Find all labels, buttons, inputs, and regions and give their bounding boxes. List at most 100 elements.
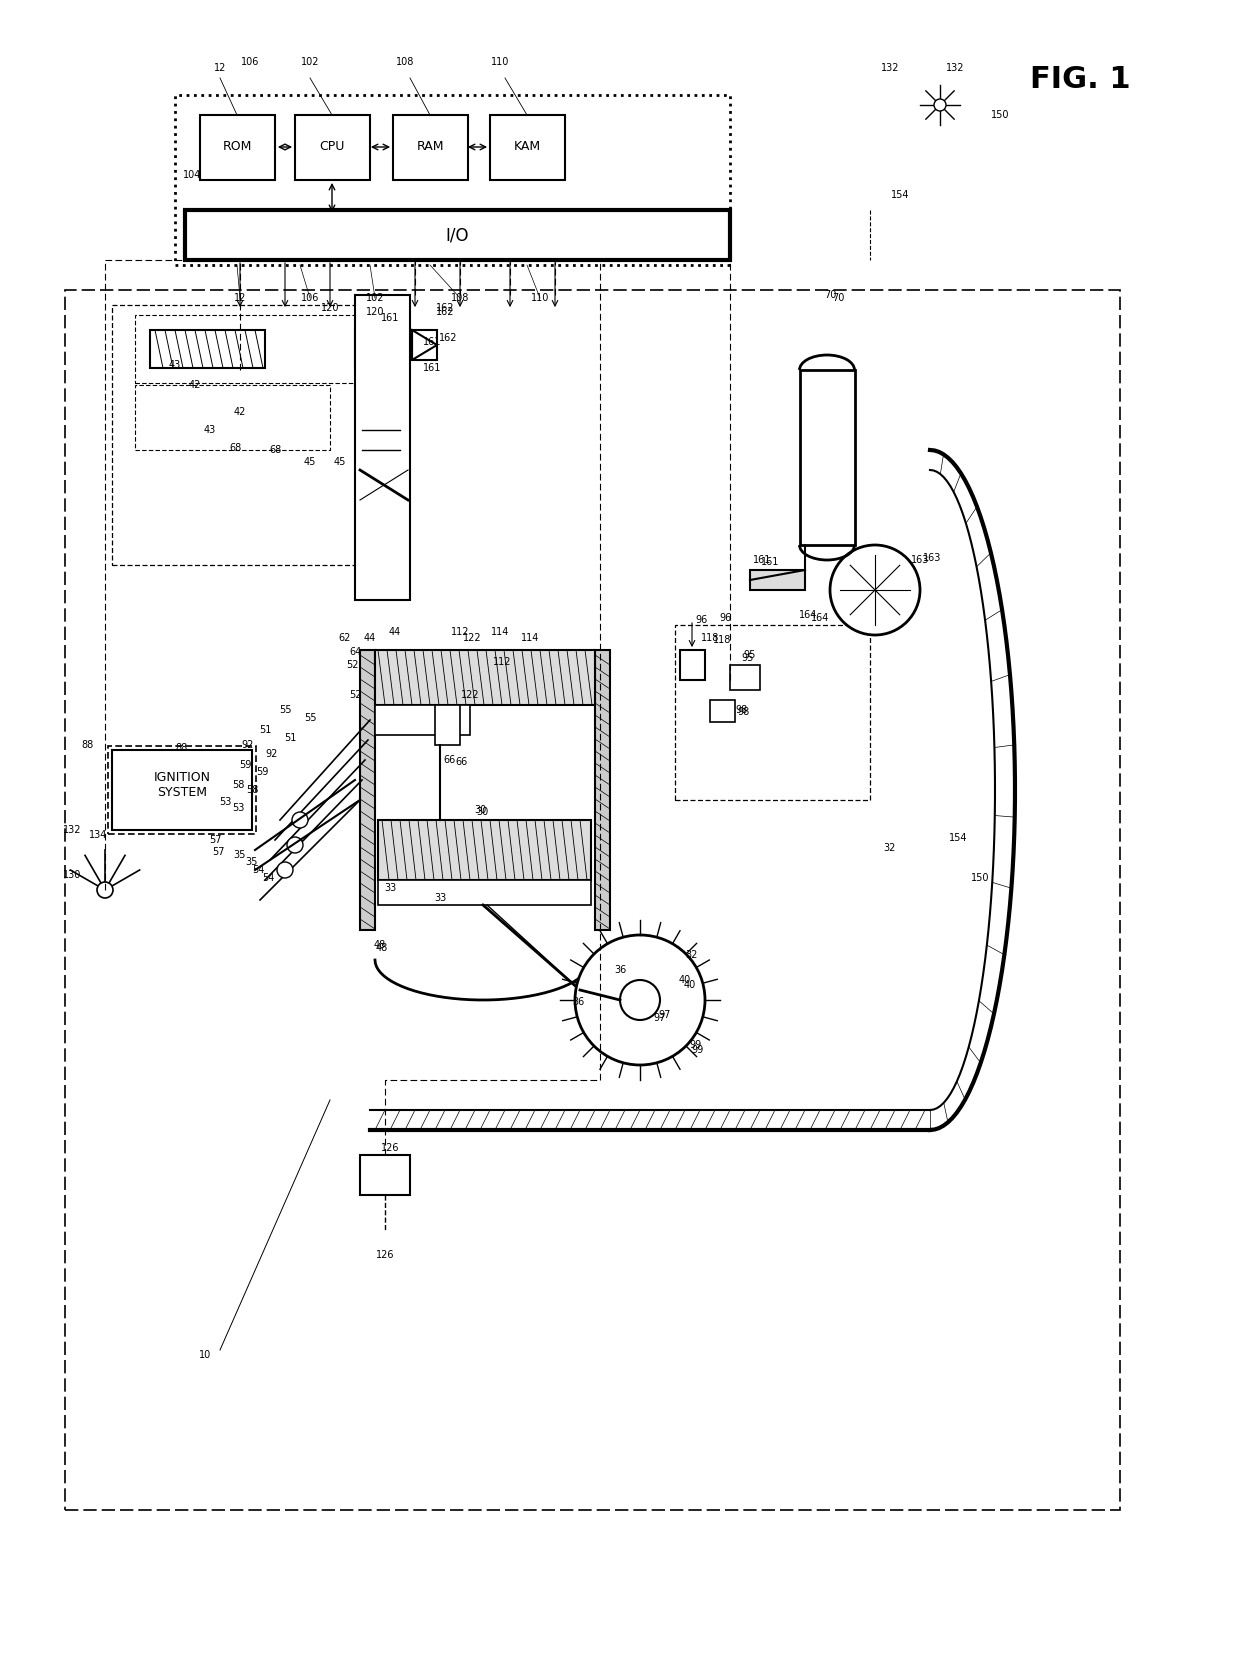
- Bar: [135, 315, 365, 383]
- Text: 59: 59: [239, 760, 252, 770]
- Bar: [680, 651, 706, 681]
- Text: 54: 54: [262, 873, 274, 883]
- Text: 150: 150: [991, 110, 1009, 120]
- Text: 112: 112: [492, 657, 511, 667]
- Text: 59: 59: [255, 767, 268, 777]
- Text: 10: 10: [198, 1350, 211, 1360]
- Circle shape: [277, 862, 293, 878]
- Bar: [150, 330, 265, 369]
- Text: 32: 32: [686, 950, 698, 959]
- Text: 132: 132: [946, 63, 965, 73]
- Circle shape: [291, 812, 308, 828]
- Text: 64: 64: [348, 647, 361, 657]
- Text: 36: 36: [572, 998, 584, 1008]
- Text: 43: 43: [203, 425, 216, 435]
- Text: 114: 114: [521, 632, 539, 642]
- Text: 66: 66: [444, 755, 456, 765]
- Bar: [135, 385, 330, 450]
- Text: IGNITION
SYSTEM: IGNITION SYSTEM: [154, 770, 211, 798]
- Text: 45: 45: [304, 457, 316, 466]
- Text: 70: 70: [832, 294, 844, 304]
- Bar: [435, 706, 460, 745]
- Text: 132: 132: [880, 63, 899, 73]
- Text: 163: 163: [911, 554, 929, 564]
- Text: 43: 43: [169, 360, 181, 370]
- Text: 102: 102: [366, 294, 384, 304]
- Bar: [378, 880, 591, 905]
- Text: I/O: I/O: [445, 226, 469, 244]
- Text: 132: 132: [63, 825, 82, 835]
- Text: 114: 114: [491, 627, 510, 637]
- Text: 154: 154: [890, 189, 909, 199]
- Text: 161: 161: [381, 314, 399, 324]
- Bar: [800, 370, 856, 544]
- Text: 104: 104: [182, 169, 201, 179]
- Text: 36: 36: [614, 964, 626, 974]
- Bar: [730, 666, 760, 691]
- Text: 40: 40: [678, 974, 691, 984]
- Text: 92: 92: [265, 749, 278, 759]
- Text: 57: 57: [208, 835, 221, 845]
- Text: 106: 106: [241, 56, 259, 66]
- Text: 102: 102: [301, 56, 319, 66]
- Text: 48: 48: [376, 943, 388, 953]
- Circle shape: [830, 544, 920, 636]
- Text: 99: 99: [692, 1046, 704, 1056]
- Text: 68: 68: [269, 445, 281, 455]
- Text: 110: 110: [531, 294, 549, 304]
- Text: 52: 52: [346, 661, 358, 671]
- Text: 106: 106: [301, 294, 319, 304]
- Text: 52: 52: [348, 691, 361, 701]
- Text: 118: 118: [713, 636, 732, 646]
- Text: 53: 53: [232, 803, 244, 813]
- Text: 161: 161: [423, 337, 441, 347]
- Text: 30: 30: [474, 805, 486, 815]
- Text: 130: 130: [63, 870, 81, 880]
- Text: 150: 150: [971, 873, 990, 883]
- Circle shape: [286, 837, 303, 853]
- Text: 163: 163: [923, 553, 941, 563]
- Bar: [175, 95, 730, 266]
- Text: CPU: CPU: [320, 141, 345, 153]
- Bar: [374, 651, 595, 706]
- Text: 162: 162: [435, 307, 454, 317]
- Text: 51: 51: [259, 725, 272, 735]
- Text: 98: 98: [735, 706, 748, 715]
- Text: 32: 32: [884, 843, 897, 853]
- Text: 45: 45: [334, 457, 346, 466]
- Text: 33: 33: [384, 883, 396, 893]
- Bar: [393, 115, 467, 179]
- Text: 33: 33: [434, 893, 446, 903]
- Bar: [490, 115, 565, 179]
- Text: 53: 53: [218, 797, 231, 807]
- Text: 58: 58: [246, 785, 258, 795]
- Text: 96: 96: [696, 614, 708, 626]
- Circle shape: [620, 979, 660, 1019]
- Text: 161: 161: [753, 554, 771, 564]
- Bar: [595, 651, 610, 930]
- Text: 12: 12: [234, 294, 247, 304]
- Text: 97: 97: [658, 1009, 671, 1019]
- Bar: [750, 569, 805, 589]
- Text: 55: 55: [304, 714, 316, 724]
- Text: 162: 162: [435, 304, 454, 314]
- Text: 110: 110: [491, 56, 510, 66]
- Bar: [112, 305, 397, 564]
- Text: FIG. 1: FIG. 1: [1029, 65, 1131, 95]
- Text: 42: 42: [188, 380, 201, 390]
- Text: 51: 51: [284, 734, 296, 744]
- Text: 108: 108: [451, 294, 469, 304]
- Bar: [185, 211, 730, 261]
- Text: 98: 98: [738, 707, 750, 717]
- Text: 99: 99: [689, 1041, 701, 1051]
- Circle shape: [97, 881, 113, 898]
- Bar: [112, 750, 252, 830]
- Bar: [711, 701, 735, 722]
- Text: 42: 42: [234, 407, 247, 417]
- Text: RAM: RAM: [417, 141, 444, 153]
- Text: 96: 96: [720, 613, 732, 622]
- Text: 68: 68: [229, 443, 241, 453]
- Text: 122: 122: [461, 691, 480, 701]
- Text: 92: 92: [242, 740, 254, 750]
- Text: 122: 122: [463, 632, 481, 642]
